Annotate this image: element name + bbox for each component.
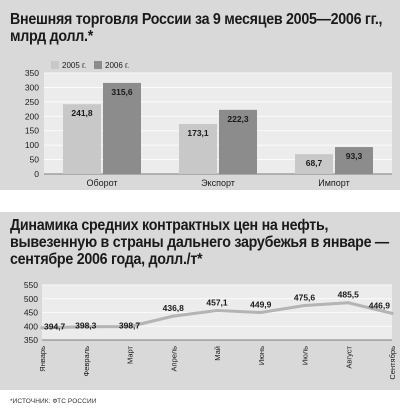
bar-value-label: 173,1 (187, 128, 209, 138)
y-tick-label: 150 (25, 126, 39, 136)
data-value-label: 446,9 (369, 300, 391, 310)
bar-chart-title: Внешняя торговля России за 9 месяцев 200… (10, 11, 383, 45)
y-tick-label: 350 (25, 68, 39, 78)
bar (63, 104, 101, 174)
category-label: Экспорт (201, 178, 235, 188)
data-point (40, 326, 44, 330)
bar-value-label: 93,3 (346, 151, 363, 161)
bar (103, 82, 141, 174)
y-tick-label: 300 (25, 82, 39, 92)
bar-value-label: 241,8 (71, 108, 93, 118)
legend-swatch (51, 61, 59, 69)
month-label: Январь (38, 346, 47, 372)
data-point (259, 310, 263, 315)
y-tick-label: 550 (24, 280, 38, 290)
month-label: Март (126, 345, 135, 364)
legend-swatch (94, 61, 102, 69)
data-point (390, 311, 394, 315)
bar-value-label: 315,6 (111, 87, 133, 97)
bar-chart-panel: Внешняя торговля России за 9 месяцев 200… (0, 0, 400, 190)
y-tick-label: 100 (25, 140, 39, 150)
bar-value-label: 68,7 (306, 158, 323, 168)
month-label: Июль (301, 346, 310, 365)
bar (219, 109, 257, 174)
data-point (127, 325, 132, 329)
y-tick-label: 500 (24, 294, 38, 304)
line-chart-panel: Динамика средних контрактных цен на нефт… (0, 212, 400, 390)
data-point (171, 314, 175, 318)
bar-chart: 0 50 100 150 200 250 300 350 241,8 315,6 Оборот 173… (25, 61, 392, 188)
month-label: Июнь (257, 346, 266, 365)
line-chart: 350 400 450 500 550 394,7 398,3 398,7 436,8 457,1… (24, 280, 397, 380)
month-label: Апрель (169, 346, 178, 372)
data-value-label: 457,1 (206, 298, 228, 308)
bar (335, 147, 373, 174)
legend-label: 2006 г. (105, 61, 129, 70)
source-note: *ИСТОЧНИК: ФТС РОССИИ (10, 398, 97, 405)
data-value-label: 436,8 (163, 303, 185, 313)
y-tick-label: 200 (25, 111, 39, 121)
y-tick-label: 400 (24, 321, 38, 331)
y-tick-label: 50 (30, 155, 40, 165)
month-label: Сентябрь (388, 346, 397, 380)
bar-value-label: 222,3 (227, 114, 249, 124)
category-label: Импорт (318, 178, 349, 188)
bar (295, 154, 333, 174)
month-label: Май (213, 346, 222, 361)
y-tick-label: 450 (24, 308, 38, 318)
data-value-label: 475,6 (294, 292, 316, 302)
month-label: Февраль (82, 346, 91, 377)
data-value-label: 394,7 (44, 322, 66, 332)
bar (179, 124, 217, 174)
data-value-label: 449,9 (250, 300, 272, 310)
data-point (84, 325, 88, 329)
y-tick-label: 0 (34, 169, 39, 179)
data-point (346, 301, 350, 305)
data-point (215, 308, 219, 313)
plot-area (44, 73, 392, 174)
data-value-label: 398,3 (75, 321, 97, 331)
category-label: Оборот (86, 178, 117, 188)
y-tick-label: 250 (25, 97, 39, 107)
line-chart-title: Динамика средних контрактных цен на нефт… (10, 217, 389, 268)
month-label: Август (344, 345, 353, 368)
legend-label: 2005 г. (62, 61, 86, 70)
data-value-label: 398,7 (119, 321, 141, 331)
data-point (302, 303, 307, 308)
data-value-label: 485,5 (338, 290, 360, 300)
y-tick-label: 350 (24, 335, 38, 345)
